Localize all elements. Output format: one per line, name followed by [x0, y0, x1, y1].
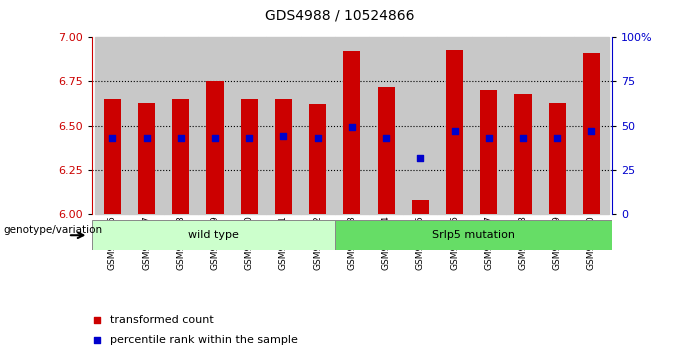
Bar — [207, 81, 224, 214]
Bar — [377, 87, 394, 214]
Bar — [172, 99, 189, 214]
Bar — [472, 37, 506, 214]
Bar — [369, 37, 403, 214]
Bar — [446, 50, 463, 214]
Bar — [540, 37, 575, 214]
Bar — [95, 37, 129, 214]
Bar — [583, 53, 600, 214]
Bar — [267, 37, 301, 214]
Bar — [104, 99, 121, 214]
Point — [394, 85, 405, 91]
Bar — [575, 37, 609, 214]
Bar — [241, 99, 258, 214]
Text: wild type: wild type — [188, 230, 239, 240]
Point — [141, 135, 152, 141]
Point — [244, 135, 255, 141]
Bar — [198, 37, 232, 214]
Bar — [437, 37, 472, 214]
Text: Srlp5 mutation: Srlp5 mutation — [432, 230, 515, 240]
Bar — [335, 220, 612, 250]
Bar — [506, 37, 540, 214]
Point — [209, 135, 220, 141]
Point — [517, 135, 528, 141]
Point — [175, 135, 186, 141]
Text: transformed count: transformed count — [110, 315, 214, 325]
Point — [483, 135, 494, 141]
Point — [312, 135, 323, 141]
Bar — [92, 220, 335, 250]
Text: GDS4988 / 10524866: GDS4988 / 10524866 — [265, 9, 415, 23]
Point — [381, 135, 392, 141]
Bar — [412, 200, 429, 214]
Point — [415, 155, 426, 160]
Bar — [138, 103, 155, 214]
Bar — [480, 90, 497, 214]
Bar — [549, 103, 566, 214]
Text: percentile rank within the sample: percentile rank within the sample — [110, 335, 298, 345]
Point — [586, 128, 597, 134]
Point — [551, 135, 562, 141]
Bar — [403, 37, 437, 214]
Bar — [164, 37, 198, 214]
Bar — [335, 37, 369, 214]
Bar — [309, 104, 326, 214]
Point — [347, 125, 358, 130]
Bar — [515, 94, 532, 214]
Point — [394, 262, 405, 268]
Point — [449, 128, 460, 134]
Bar — [301, 37, 335, 214]
Point — [278, 133, 289, 139]
Bar — [232, 37, 267, 214]
Point — [107, 135, 118, 141]
Bar — [129, 37, 164, 214]
Text: genotype/variation: genotype/variation — [3, 225, 103, 235]
Bar — [343, 51, 360, 214]
Bar — [275, 99, 292, 214]
